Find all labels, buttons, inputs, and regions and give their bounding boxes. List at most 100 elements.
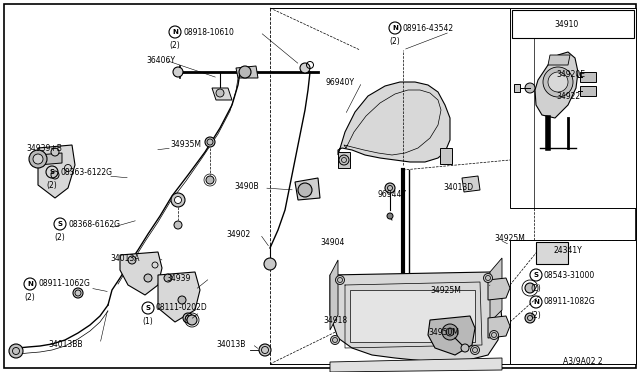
Text: 08368-6162G: 08368-6162G: [68, 219, 120, 228]
Polygon shape: [488, 316, 510, 338]
Text: 96944Y: 96944Y: [378, 190, 407, 199]
Circle shape: [173, 67, 183, 77]
Polygon shape: [535, 52, 578, 118]
Text: (2): (2): [169, 41, 180, 50]
Circle shape: [461, 344, 469, 352]
Circle shape: [525, 283, 535, 293]
Text: 36406Y: 36406Y: [146, 56, 175, 65]
Circle shape: [216, 89, 224, 97]
Bar: [512, 10, 634, 38]
Text: 34939+B: 34939+B: [26, 144, 62, 153]
Circle shape: [385, 183, 395, 193]
Polygon shape: [514, 84, 520, 92]
Text: (2): (2): [46, 181, 57, 190]
Text: N: N: [533, 299, 539, 305]
Circle shape: [442, 324, 458, 340]
Text: 08111-0202D: 08111-0202D: [156, 304, 208, 312]
Polygon shape: [295, 178, 320, 200]
Text: N: N: [392, 25, 398, 31]
Text: 08916-43542: 08916-43542: [403, 23, 454, 32]
Polygon shape: [398, 308, 415, 318]
Text: 08543-31000: 08543-31000: [544, 270, 595, 279]
Circle shape: [470, 346, 479, 355]
Circle shape: [183, 313, 193, 323]
Polygon shape: [330, 272, 502, 362]
Text: (2): (2): [530, 311, 541, 320]
Circle shape: [259, 344, 271, 356]
Polygon shape: [212, 88, 232, 100]
Text: N: N: [27, 281, 33, 287]
Text: 34904: 34904: [320, 238, 344, 247]
Text: 34939: 34939: [166, 274, 190, 283]
Bar: [510, 240, 636, 364]
Polygon shape: [548, 55, 570, 65]
Circle shape: [483, 273, 493, 282]
Text: (2): (2): [24, 293, 35, 302]
Circle shape: [51, 148, 59, 156]
Text: 96940Y: 96940Y: [326, 78, 355, 87]
Text: 08363-6122G: 08363-6122G: [60, 167, 112, 176]
Circle shape: [548, 72, 568, 92]
Circle shape: [335, 276, 344, 285]
Circle shape: [33, 154, 43, 164]
Text: 34925M: 34925M: [430, 286, 461, 295]
Polygon shape: [490, 258, 502, 322]
Circle shape: [187, 315, 197, 325]
Circle shape: [178, 296, 186, 304]
Text: (2): (2): [389, 37, 400, 46]
Polygon shape: [38, 145, 75, 198]
Text: S: S: [145, 305, 150, 311]
Text: 34918: 34918: [323, 316, 347, 325]
Circle shape: [300, 63, 310, 73]
Circle shape: [73, 288, 83, 298]
Polygon shape: [488, 278, 510, 300]
Text: 08911-1082G: 08911-1082G: [544, 298, 596, 307]
Circle shape: [171, 193, 185, 207]
Text: 34925M: 34925M: [494, 234, 525, 243]
Text: S: S: [58, 221, 63, 227]
Text: S: S: [49, 169, 54, 175]
Text: 34902: 34902: [226, 230, 250, 239]
Circle shape: [330, 336, 339, 344]
Circle shape: [174, 221, 182, 229]
Polygon shape: [440, 148, 452, 164]
Text: 34013A: 34013A: [110, 254, 140, 263]
Text: (2): (2): [54, 233, 65, 242]
Text: 34922: 34922: [556, 92, 580, 101]
Text: 34013D: 34013D: [443, 183, 473, 192]
Circle shape: [29, 150, 47, 168]
Text: 08918-10610: 08918-10610: [183, 28, 234, 36]
Text: 34013B: 34013B: [216, 340, 245, 349]
Polygon shape: [38, 153, 62, 165]
Polygon shape: [158, 272, 200, 322]
Circle shape: [446, 328, 454, 336]
Text: 24341Y: 24341Y: [554, 246, 583, 255]
Polygon shape: [330, 260, 338, 330]
Polygon shape: [338, 82, 450, 162]
Polygon shape: [462, 176, 480, 192]
Text: 34920E: 34920E: [556, 70, 585, 79]
Polygon shape: [120, 252, 162, 295]
Circle shape: [51, 171, 59, 179]
Bar: [350, 290, 475, 342]
Text: 34935M: 34935M: [170, 140, 201, 149]
Circle shape: [387, 213, 393, 219]
Text: 08911-1062G: 08911-1062G: [38, 279, 90, 289]
Text: (2): (2): [530, 284, 541, 293]
Circle shape: [525, 313, 535, 323]
Circle shape: [298, 183, 312, 197]
Text: A3/9A02 2: A3/9A02 2: [563, 356, 603, 365]
Polygon shape: [428, 316, 475, 355]
Polygon shape: [580, 86, 596, 96]
Circle shape: [339, 155, 349, 165]
Polygon shape: [580, 72, 596, 82]
Circle shape: [239, 66, 251, 78]
Circle shape: [264, 258, 276, 270]
Circle shape: [164, 274, 172, 282]
Bar: [510, 8, 636, 208]
Text: 3490B: 3490B: [234, 182, 259, 191]
Text: 34013BB: 34013BB: [48, 340, 83, 349]
Circle shape: [206, 176, 214, 184]
Text: 34950M: 34950M: [428, 328, 459, 337]
Text: (1): (1): [142, 317, 153, 326]
